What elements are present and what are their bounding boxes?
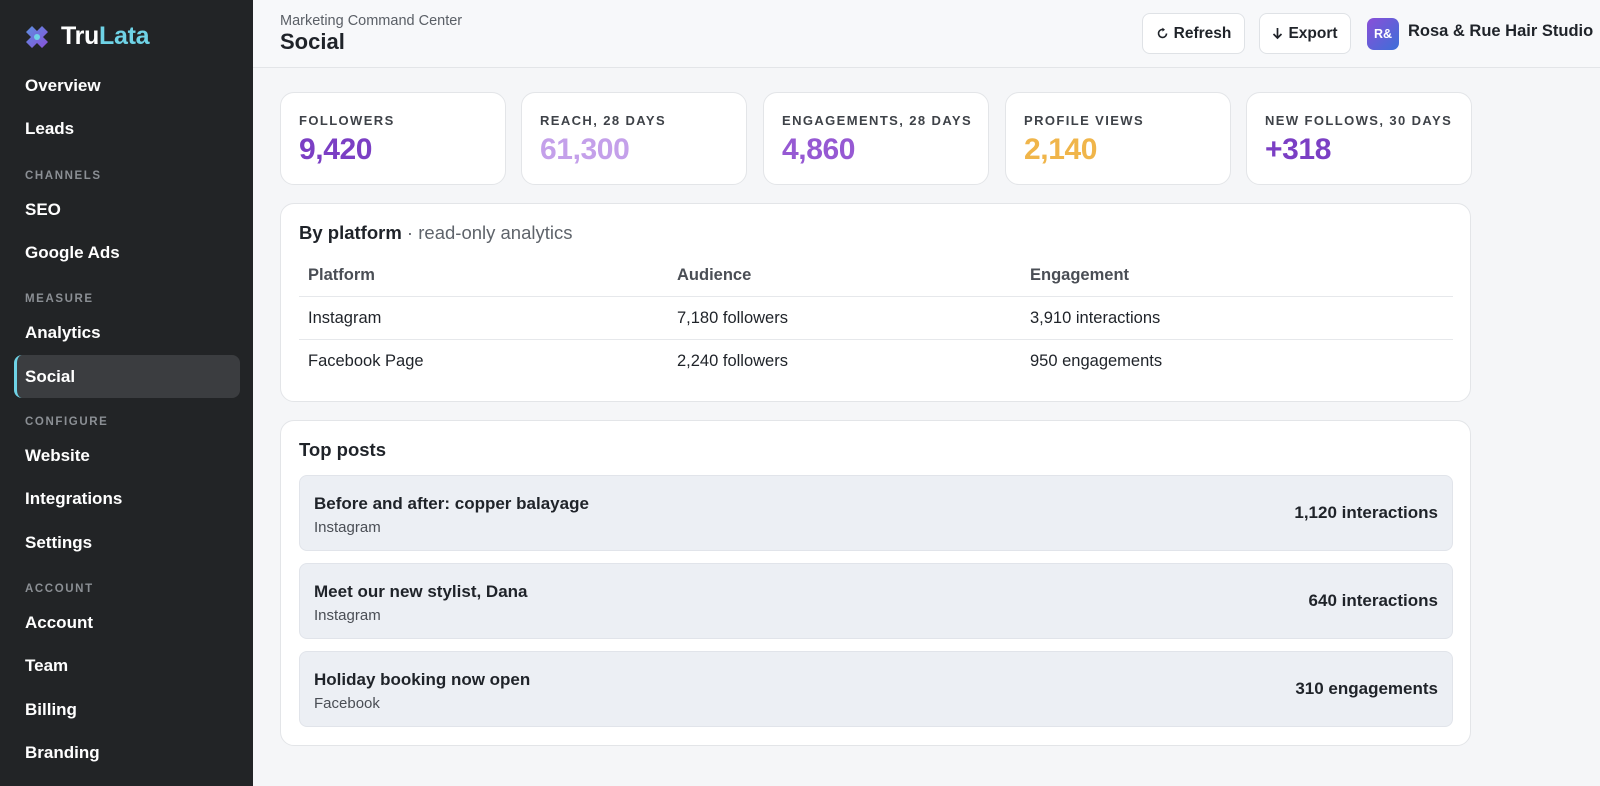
table-cell-audience: 7,180 followers	[677, 309, 788, 327]
list-item[interactable]: Holiday booking now open Facebook 310 en…	[299, 651, 1453, 727]
sidebar-section-channels: CHANNELS	[25, 170, 102, 182]
table-cell-engagement: 950 engagements	[1030, 352, 1163, 370]
sidebar-item-team[interactable]: Team	[25, 655, 69, 675]
table-row: Facebook Page 2,240 followers 950 engage…	[299, 340, 1453, 383]
top-header: Marketing Command Center Social Refresh …	[253, 0, 1600, 68]
kpi-value: 2,140	[1024, 133, 1098, 166]
panel-subtitle: read-only analytics	[418, 222, 573, 243]
panel-title: By platform · read-only analytics	[299, 222, 573, 244]
sidebar: TruLata Overview Leads CHANNELS SEO Goog…	[0, 0, 253, 786]
sidebar-item-billing[interactable]: Billing	[25, 699, 77, 719]
column-header-platform: Platform	[308, 266, 375, 284]
sidebar-item-seo[interactable]: SEO	[25, 199, 61, 219]
post-source: Instagram	[314, 607, 381, 624]
post-title: Holiday booking now open	[314, 670, 531, 689]
table-cell-engagement: 3,910 interactions	[1030, 309, 1161, 327]
sidebar-section-account: ACCOUNT	[25, 583, 94, 595]
avatar[interactable]: R&	[1367, 18, 1399, 50]
export-label: Export	[1288, 24, 1338, 42]
breadcrumb: Marketing Command Center	[280, 13, 463, 29]
table-row: Instagram 7,180 followers 3,910 interact…	[299, 297, 1453, 340]
by-platform-panel: By platform · read-only analytics Platfo…	[280, 203, 1471, 402]
table-cell-platform: Facebook Page	[308, 352, 424, 370]
kpi-label: PROFILE VIEWS	[1024, 113, 1145, 128]
panel-title-separator: ·	[401, 222, 419, 243]
top-posts-panel: Top posts Before and after: copper balay…	[280, 420, 1471, 746]
sidebar-item-overview[interactable]: Overview	[25, 75, 101, 95]
panel-title-main: By platform	[299, 222, 402, 243]
sidebar-item-social[interactable]: Social	[14, 355, 240, 398]
refresh-label: Refresh	[1173, 24, 1232, 42]
trulata-logo-icon	[26, 25, 48, 48]
kpi-value: 61,300	[540, 133, 630, 166]
kpi-value: 4,860	[782, 133, 856, 166]
table-cell-audience: 2,240 followers	[677, 352, 788, 370]
download-arrow-icon	[1273, 28, 1283, 40]
sidebar-section-measure: MEASURE	[25, 293, 94, 305]
account-name[interactable]: Rosa & Rue Hair Studio	[1408, 22, 1594, 40]
sidebar-item-google-ads[interactable]: Google Ads	[25, 242, 120, 262]
brand-logo[interactable]: TruLata	[23, 22, 150, 51]
kpi-label: NEW FOLLOWS, 30 DAYS	[1265, 113, 1453, 128]
post-title: Meet our new stylist, Dana	[314, 582, 528, 601]
kpi-value: 9,420	[299, 133, 373, 166]
panel-title: Top posts	[299, 439, 387, 460]
sidebar-item-leads[interactable]: Leads	[25, 118, 75, 138]
sidebar-item-integrations[interactable]: Integrations	[25, 488, 123, 508]
sidebar-item-analytics[interactable]: Analytics	[25, 322, 101, 342]
post-source: Facebook	[314, 695, 380, 712]
kpi-value: +318	[1265, 133, 1331, 166]
list-item[interactable]: Before and after: copper balayage Instag…	[299, 475, 1453, 551]
sidebar-section-configure: CONFIGURE	[25, 416, 109, 428]
page-title: Social	[280, 29, 345, 54]
list-item[interactable]: Meet our new stylist, Dana Instagram 640…	[299, 563, 1453, 639]
kpi-label: ENGAGEMENTS, 28 DAYS	[782, 113, 973, 128]
table-cell-platform: Instagram	[308, 309, 382, 327]
post-metric: 1,120 interactions	[1294, 503, 1438, 522]
post-title: Before and after: copper balayage	[314, 494, 589, 513]
sidebar-item-branding[interactable]: Branding	[25, 742, 100, 762]
refresh-button[interactable]: Refresh	[1142, 13, 1245, 54]
kpi-card-profile-views: PROFILE VIEWS 2,140	[1005, 92, 1231, 185]
sidebar-item-settings[interactable]: Settings	[25, 532, 93, 552]
post-source: Instagram	[314, 519, 381, 536]
kpi-card-reach: REACH, 28 DAYS 61,300	[521, 92, 747, 185]
kpi-label: REACH, 28 DAYS	[540, 113, 667, 128]
brand-name: TruLata	[61, 22, 150, 51]
kpi-card-new-follows: NEW FOLLOWS, 30 DAYS +318	[1246, 92, 1472, 185]
kpi-card-followers: FOLLOWERS 9,420	[280, 92, 506, 185]
brand-name-part2: Lata	[99, 22, 150, 50]
kpi-label: FOLLOWERS	[299, 113, 395, 128]
sidebar-item-website[interactable]: Website	[25, 445, 90, 465]
post-metric: 640 interactions	[1308, 591, 1438, 610]
refresh-icon	[1157, 27, 1167, 39]
platform-table: Platform Audience Engagement Instagram 7…	[299, 254, 1453, 383]
column-header-audience: Audience	[677, 266, 752, 284]
table-header-row: Platform Audience Engagement	[299, 254, 1453, 297]
sidebar-item-account[interactable]: Account	[25, 612, 93, 632]
export-button[interactable]: Export	[1259, 13, 1351, 54]
column-header-engagement: Engagement	[1030, 266, 1130, 284]
post-metric: 310 engagements	[1295, 679, 1438, 698]
brand-name-part1: Tru	[61, 22, 99, 50]
kpi-card-engagements: ENGAGEMENTS, 28 DAYS 4,860	[763, 92, 989, 185]
